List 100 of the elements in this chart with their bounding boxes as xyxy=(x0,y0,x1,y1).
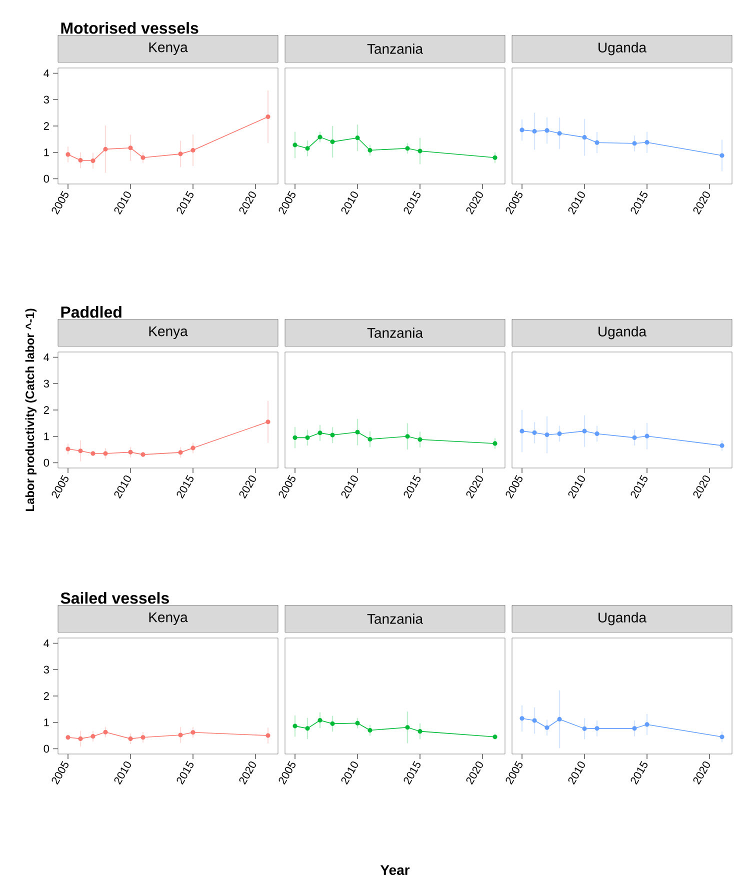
y-tick-label: 1 xyxy=(44,432,49,440)
point xyxy=(90,451,96,456)
point xyxy=(492,441,498,446)
y-tick-label: 4 xyxy=(44,639,50,648)
y-axis-title: Labor productivity (Catch labor ^-1) xyxy=(25,308,37,512)
point xyxy=(557,431,562,436)
point xyxy=(532,430,537,435)
point xyxy=(632,726,637,731)
point xyxy=(544,725,550,730)
chart-subtitle: Tanzania xyxy=(367,328,424,338)
point xyxy=(190,446,196,450)
point xyxy=(644,140,650,145)
point xyxy=(720,734,724,740)
y-tick-label: 0 xyxy=(44,744,50,753)
point xyxy=(644,722,650,727)
point xyxy=(532,718,537,723)
point xyxy=(292,724,298,728)
point xyxy=(594,140,600,145)
point xyxy=(140,155,146,160)
point xyxy=(720,153,724,158)
chart-title: Paddled xyxy=(61,306,122,318)
point xyxy=(128,146,133,150)
y-tick-label: 2 xyxy=(44,692,49,700)
point xyxy=(128,450,133,454)
point xyxy=(582,135,587,140)
y-tick-label: 4 xyxy=(44,69,50,78)
point xyxy=(78,736,83,741)
point xyxy=(520,428,524,434)
point xyxy=(557,131,562,136)
point xyxy=(266,420,270,424)
point xyxy=(594,431,600,436)
point xyxy=(90,734,96,739)
point xyxy=(266,733,270,738)
point xyxy=(368,728,372,733)
point xyxy=(78,448,83,454)
point xyxy=(190,148,196,153)
point xyxy=(368,148,372,153)
point xyxy=(178,152,183,156)
point xyxy=(632,435,637,440)
y-tick-label: 1 xyxy=(44,148,49,156)
y-tick-label: 3 xyxy=(44,380,50,388)
point xyxy=(405,434,410,439)
point xyxy=(66,152,70,157)
point xyxy=(405,146,410,151)
point xyxy=(532,128,537,134)
point xyxy=(632,141,637,146)
point xyxy=(582,726,587,731)
point xyxy=(544,128,550,133)
point xyxy=(292,435,298,440)
point xyxy=(305,435,310,440)
y-tick-label: 2 xyxy=(44,122,49,130)
chart-subtitle: Uganda xyxy=(598,326,647,340)
point xyxy=(190,730,196,735)
point xyxy=(418,437,422,442)
point xyxy=(418,729,422,734)
point xyxy=(292,142,298,148)
point xyxy=(318,718,322,723)
point xyxy=(128,736,133,741)
point xyxy=(544,432,550,438)
point xyxy=(66,446,70,452)
point xyxy=(355,720,360,726)
y-tick-label: 1 xyxy=(44,718,49,726)
chart-title: Motorised vessels xyxy=(61,22,198,34)
chart-subtitle: Tanzania xyxy=(367,44,424,54)
chart-subtitle: Uganda xyxy=(598,42,647,56)
point xyxy=(305,146,310,151)
point xyxy=(103,451,108,456)
chart-subtitle: Kenya xyxy=(149,612,188,625)
point xyxy=(178,450,183,455)
y-tick-label: 2 xyxy=(44,406,49,414)
point xyxy=(178,732,183,738)
chart-title: Sailed vessels xyxy=(60,592,169,604)
y-tick-label: 3 xyxy=(44,96,50,104)
point xyxy=(355,430,360,434)
point xyxy=(520,716,524,721)
y-tick-label: 4 xyxy=(44,353,50,362)
point xyxy=(582,428,587,434)
x-axis-title: Year xyxy=(380,865,410,876)
point xyxy=(368,436,372,442)
point xyxy=(318,430,322,436)
point xyxy=(266,114,270,120)
point xyxy=(594,726,600,731)
y-tick-label: 0 xyxy=(44,458,50,467)
y-tick-label: 0 xyxy=(44,174,50,183)
point xyxy=(418,148,422,154)
chart-subtitle: Uganda xyxy=(598,612,647,626)
point xyxy=(140,735,146,740)
point xyxy=(520,128,524,132)
point xyxy=(103,730,108,734)
point xyxy=(330,721,335,726)
point xyxy=(330,140,335,144)
point xyxy=(557,716,562,722)
point xyxy=(720,443,724,448)
point xyxy=(330,432,335,438)
point xyxy=(492,155,498,160)
point xyxy=(90,158,96,164)
chart-subtitle: Tanzania xyxy=(367,614,424,624)
point xyxy=(355,136,360,140)
point xyxy=(78,158,83,163)
point xyxy=(405,725,410,730)
